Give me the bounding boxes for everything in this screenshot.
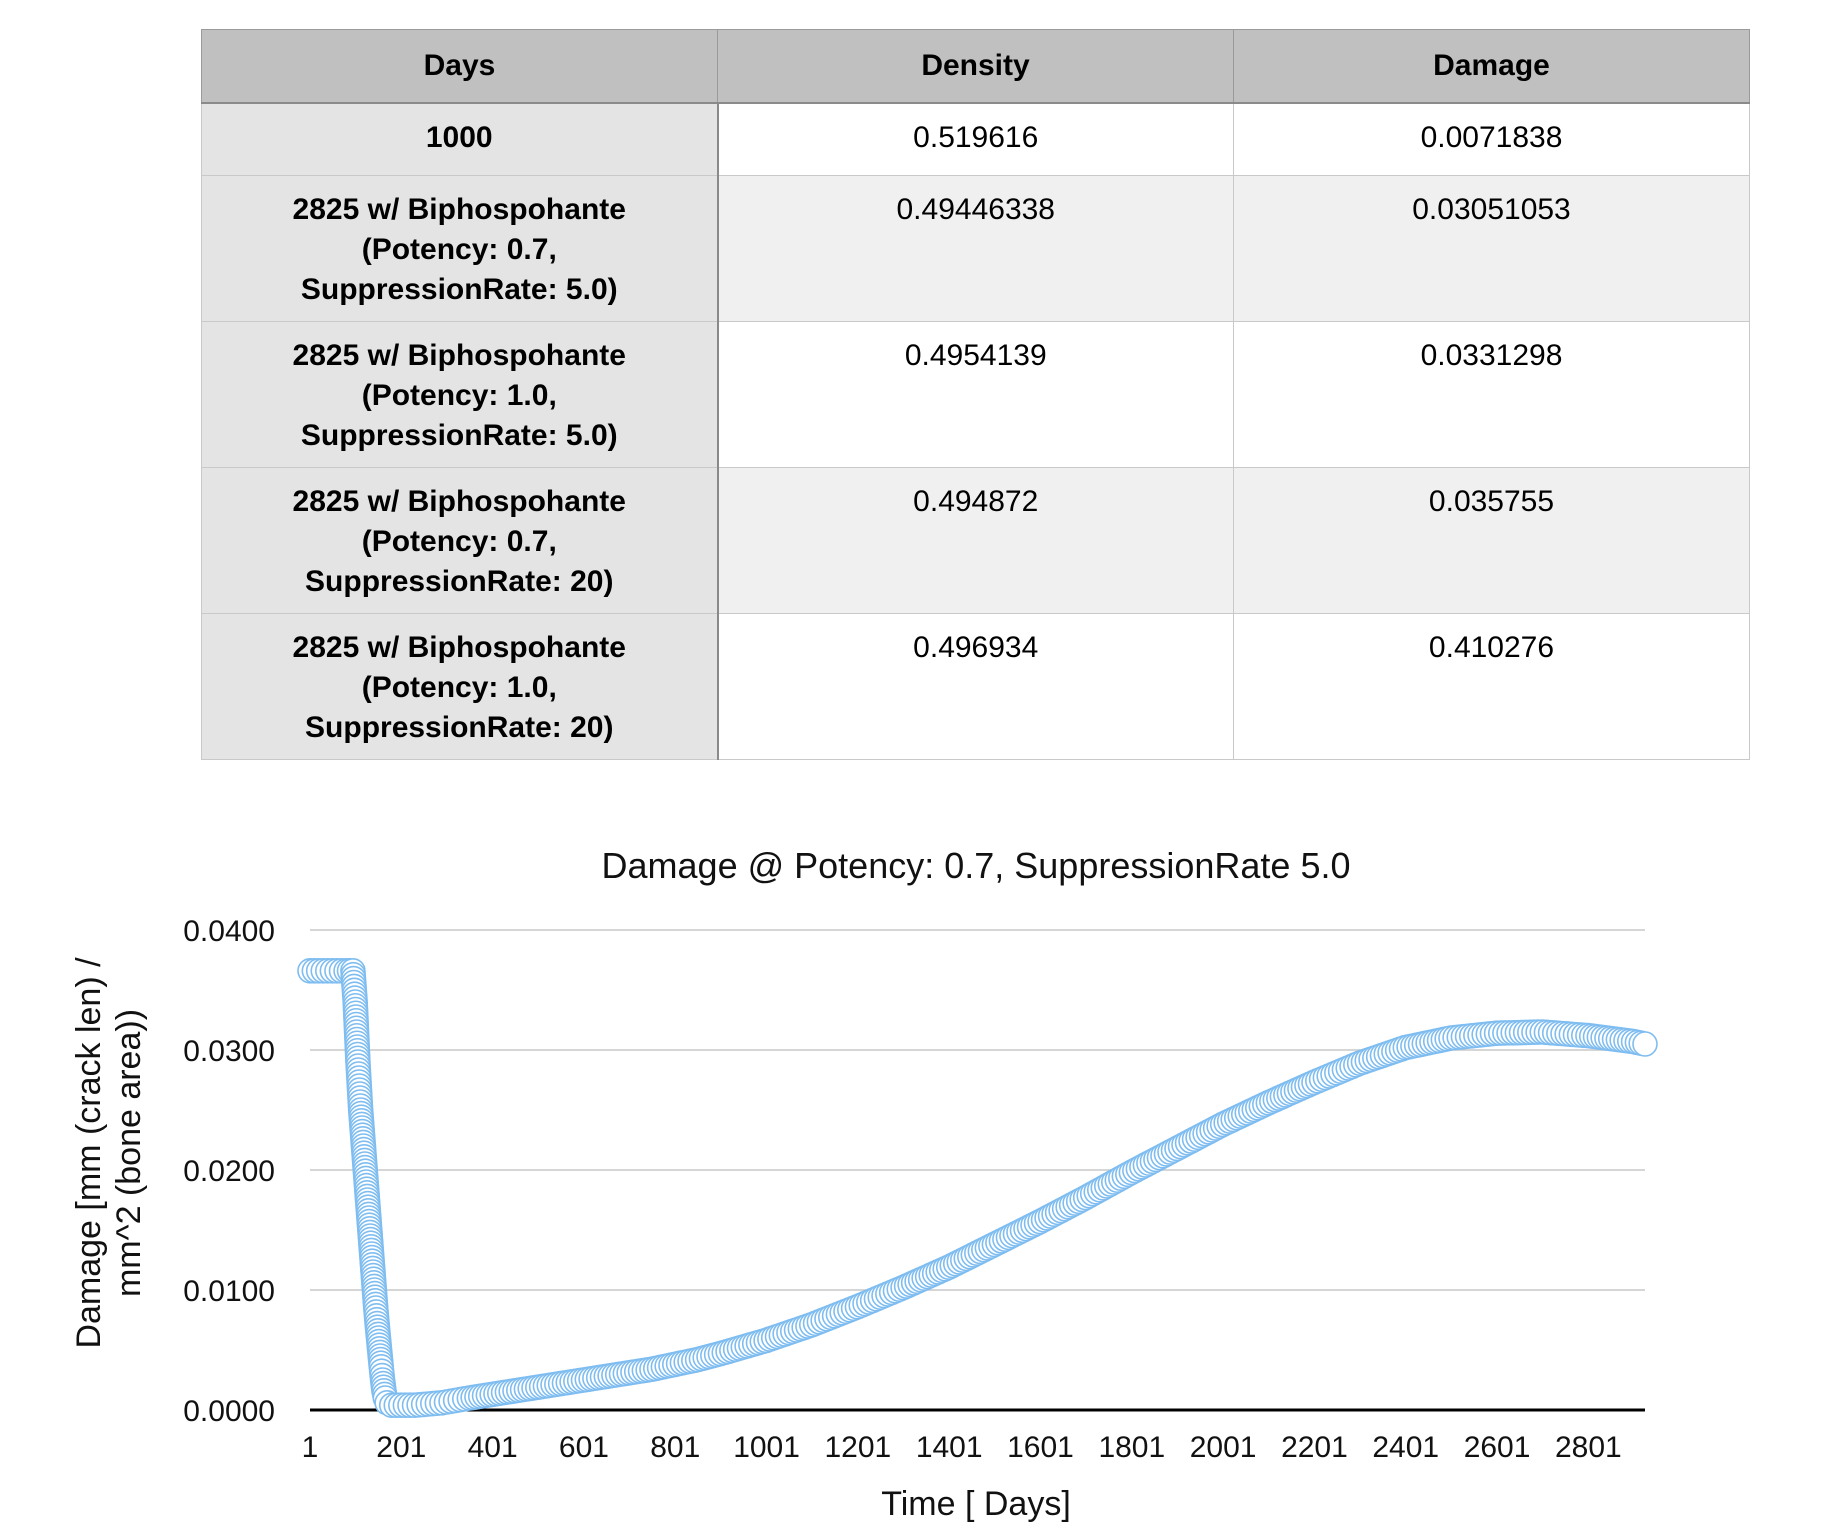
x-tick-label: 1801 [1098, 1431, 1165, 1464]
x-tick-label: 601 [559, 1431, 609, 1464]
days-line: (Potency: 1.0, [361, 379, 557, 412]
days-line: 2825 w/ Biphospohante [292, 631, 626, 664]
row-density-cell: 0.496934 [717, 613, 1234, 760]
table-row: 1000 0.519616 0.0071838 [201, 102, 1750, 176]
table-row: 2825 w/ Biphospohante (Potency: 0.7, Sup… [201, 175, 1750, 322]
x-tick-labels: 1 201 401 601 801 1001 1201 1401 1601 1801 2001 220… [302, 1431, 1622, 1464]
x-tick-label: 1201 [825, 1431, 892, 1464]
days-line: 2825 w/ Biphospohante [292, 485, 626, 518]
days-line: (Potency: 0.7, [361, 525, 557, 558]
results-table: Days Density Damage 1000 0.519616 0.0071… [201, 29, 1750, 760]
row-damage-cell: 0.0071838 [1233, 102, 1750, 176]
days-line: (Potency: 1.0, [361, 671, 557, 704]
data-markers [297, 957, 1658, 1418]
days-line: (Potency: 0.7, [361, 233, 557, 266]
x-tick-label: 2801 [1555, 1431, 1622, 1464]
y-axis-label-line: Damage [mm (crack len) / [70, 957, 108, 1349]
x-tick-label: 201 [376, 1431, 426, 1464]
row-damage-cell: 0.0331298 [1233, 321, 1750, 468]
y-tick-label: 0.0300 [183, 1035, 275, 1068]
row-density-cell: 0.494872 [717, 467, 1234, 614]
header-damage: Damage [1233, 29, 1750, 104]
x-axis-label: Time [ Days] [881, 1485, 1071, 1523]
x-tick-label: 1001 [733, 1431, 800, 1464]
row-days-cell: 2825 w/ Biphospohante (Potency: 1.0, Sup… [201, 321, 719, 468]
row-density-cell: 0.519616 [717, 102, 1234, 176]
y-axis-label-line: mm^2 (bone area)) [110, 1009, 148, 1297]
days-line: SuppressionRate: 20) [305, 565, 614, 598]
header-days: Days [201, 29, 718, 104]
row-days-cell: 2825 w/ Biphospohante (Potency: 0.7, Sup… [201, 467, 719, 614]
x-tick-label: 2001 [1190, 1431, 1257, 1464]
table-row: 2825 w/ Biphospohante (Potency: 0.7, Sup… [201, 467, 1750, 614]
gridlines [310, 929, 1645, 1412]
x-tick-label: 801 [650, 1431, 700, 1464]
row-damage-cell: 0.410276 [1233, 613, 1750, 760]
row-days-cell: 1000 [201, 102, 719, 176]
y-tick-label: 0.0100 [183, 1275, 275, 1308]
days-line: 1000 [425, 120, 493, 154]
row-density-cell: 0.49446338 [717, 175, 1234, 322]
x-tick-label: 2201 [1281, 1431, 1348, 1464]
y-tick-label: 0.0400 [183, 915, 275, 948]
y-tick-label: 0.0000 [183, 1395, 275, 1428]
table-row: 2825 w/ Biphospohante (Potency: 1.0, Sup… [201, 613, 1750, 760]
days-line: SuppressionRate: 5.0) [300, 419, 618, 452]
days-line: 2825 w/ Biphospohante [292, 339, 626, 372]
row-damage-cell: 0.03051053 [1233, 175, 1750, 322]
row-days-cell: 2825 w/ Biphospohante (Potency: 1.0, Sup… [201, 613, 719, 760]
chart-title: Damage @ Potency: 0.7, SuppressionRate 5… [602, 845, 1351, 886]
row-days-cell: 2825 w/ Biphospohante (Potency: 0.7, Sup… [201, 175, 719, 322]
x-tick-label: 2401 [1372, 1431, 1439, 1464]
x-tick-label: 1401 [916, 1431, 983, 1464]
y-tick-label: 0.0200 [183, 1155, 275, 1188]
x-tick-label: 1601 [1007, 1431, 1074, 1464]
header-density: Density [717, 29, 1234, 104]
x-tick-label: 1 [302, 1431, 319, 1464]
y-axis-label: Damage [mm (crack len) / mm^2 (bone area… [70, 957, 148, 1349]
y-tick-labels: 0.0000 0.0100 0.0200 0.0300 0.0400 [183, 915, 275, 1428]
x-tick-label: 2601 [1464, 1431, 1531, 1464]
days-line: SuppressionRate: 20) [305, 711, 614, 744]
row-damage-cell: 0.035755 [1233, 467, 1750, 614]
x-tick-label: 401 [468, 1431, 518, 1464]
table-header-row: Days Density Damage [201, 29, 1750, 104]
days-line: SuppressionRate: 5.0) [300, 273, 618, 306]
data-point [1632, 1031, 1658, 1057]
days-line: 2825 w/ Biphospohante [292, 193, 626, 226]
